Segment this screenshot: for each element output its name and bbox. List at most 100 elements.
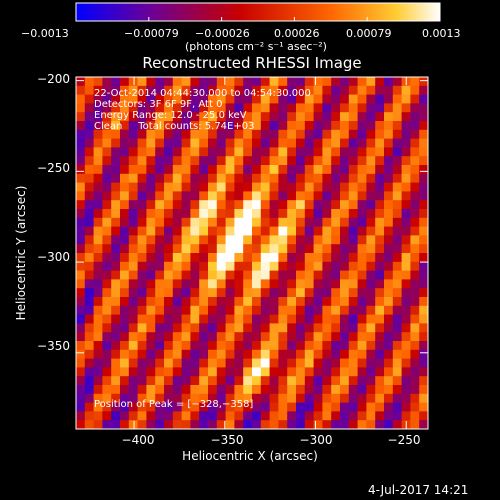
heatmap-cell <box>260 420 270 429</box>
heatmap-cell <box>155 402 165 412</box>
heatmap-cell <box>234 402 244 412</box>
heatmap-cell <box>392 279 402 289</box>
heatmap-cell <box>225 279 235 289</box>
heatmap-cell <box>225 385 235 395</box>
heatmap-cell <box>340 85 350 95</box>
heatmap-cell <box>76 165 86 175</box>
heatmap-cell <box>111 393 121 403</box>
heatmap-cell <box>252 217 262 227</box>
heatmap-cell <box>120 332 130 342</box>
heatmap-cell <box>287 138 297 148</box>
heatmap-cell <box>181 402 191 412</box>
heatmap-cell <box>234 121 244 131</box>
heatmap-cell <box>155 191 165 201</box>
heatmap-cell <box>137 200 147 210</box>
heatmap-cell <box>137 182 147 192</box>
heatmap-cell <box>392 314 402 324</box>
heatmap-cell <box>137 129 147 139</box>
heatmap-cell <box>216 244 226 254</box>
heatmap-cell <box>252 288 262 298</box>
heatmap-cell <box>120 156 130 166</box>
heatmap-cell <box>392 147 402 157</box>
heatmap-cell <box>137 77 147 87</box>
heatmap-cell <box>348 112 358 122</box>
heatmap-cell <box>76 376 86 386</box>
heatmap-cell <box>111 341 121 351</box>
heatmap-cell <box>287 85 297 95</box>
heatmap-cell <box>401 94 411 104</box>
heatmap-cell <box>269 279 279 289</box>
heatmap-cell <box>76 121 86 131</box>
heatmap-cell <box>304 367 314 377</box>
heatmap-cell <box>93 385 103 395</box>
heatmap-cell <box>216 288 226 298</box>
heatmap-cell <box>172 165 182 175</box>
heatmap-cell <box>199 226 209 236</box>
heatmap-cell <box>260 279 270 289</box>
heatmap-cell <box>199 349 209 359</box>
heatmap-cell <box>304 85 314 95</box>
heatmap-cell <box>357 261 367 271</box>
heatmap-cell <box>243 253 253 263</box>
heatmap-cell <box>84 402 94 412</box>
heatmap-cell <box>252 200 262 210</box>
heatmap-cell <box>278 261 288 271</box>
heatmap-cell <box>137 112 147 122</box>
heatmap-cell <box>120 235 130 245</box>
heatmap-cell <box>84 209 94 219</box>
heatmap-cell <box>84 305 94 315</box>
heatmap-cell <box>269 226 279 236</box>
heatmap-cell <box>243 367 253 377</box>
heatmap-cell <box>304 129 314 139</box>
heatmap-cell <box>313 235 323 245</box>
heatmap-cell <box>76 305 86 315</box>
heatmap-cell <box>190 226 200 236</box>
heatmap-cell <box>199 156 209 166</box>
heatmap-cell <box>120 305 130 315</box>
heatmap-cell <box>208 94 218 104</box>
heatmap-cell <box>234 376 244 386</box>
heatmap-cell <box>419 305 428 315</box>
heatmap-cell <box>234 235 244 245</box>
heatmap-cell <box>252 235 262 245</box>
heatmap-cell <box>146 103 156 113</box>
heatmap-cell <box>366 226 376 236</box>
heatmap-cell <box>155 270 165 280</box>
heatmap-cell <box>225 103 235 113</box>
heatmap-cell <box>76 402 86 412</box>
heatmap-cell <box>128 182 138 192</box>
heatmap-cell <box>208 209 218 219</box>
heatmap-cell <box>419 376 428 386</box>
heatmap-cell <box>190 402 200 412</box>
heatmap-cell <box>401 191 411 201</box>
heatmap-cell <box>102 402 112 412</box>
heatmap-cell <box>304 112 314 122</box>
heatmap-cell <box>111 182 121 192</box>
heatmap-cell <box>111 226 121 236</box>
heatmap-cell <box>102 261 112 271</box>
heatmap-cell <box>172 376 182 386</box>
heatmap-cell <box>120 200 130 210</box>
heatmap-cell <box>278 235 288 245</box>
heatmap-cell <box>199 77 209 87</box>
heatmap-cell <box>199 200 209 210</box>
heatmap-cell <box>384 253 394 263</box>
heatmap-cell <box>278 209 288 219</box>
heatmap-cell <box>164 138 174 148</box>
heatmap-cell <box>199 297 209 307</box>
heatmap-cell <box>278 367 288 377</box>
heatmap-cell <box>243 385 253 395</box>
heatmap-cell <box>155 235 165 245</box>
heatmap-cell <box>401 200 411 210</box>
heatmap-cell <box>384 244 394 254</box>
heatmap-cell <box>419 393 428 403</box>
heatmap-cell <box>313 288 323 298</box>
heatmap-cell <box>366 129 376 139</box>
heatmap-cell <box>401 349 411 359</box>
heatmap-cell <box>401 129 411 139</box>
heatmap-cell <box>199 244 209 254</box>
heatmap-cell <box>331 349 341 359</box>
heatmap-cell <box>410 323 420 333</box>
heatmap-cell <box>111 402 121 412</box>
heatmap-cell <box>348 297 358 307</box>
